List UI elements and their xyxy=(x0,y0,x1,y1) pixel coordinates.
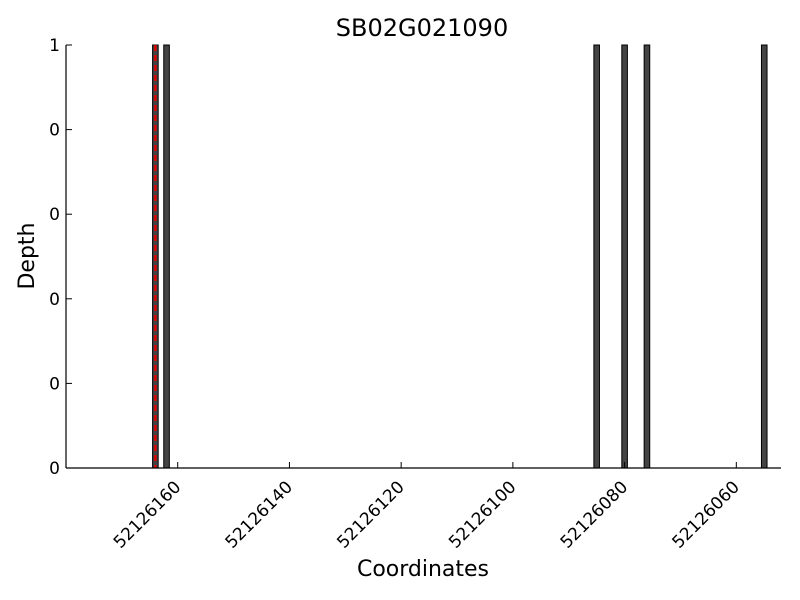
bars-layer xyxy=(152,44,768,469)
y-tick-label: 1 xyxy=(49,36,60,56)
depth-bar-3 xyxy=(621,44,628,469)
x-tick-label: 52126160 xyxy=(110,477,185,552)
x-tick-label: 52126100 xyxy=(445,477,520,552)
x-ticks: 52126160 52126140 52126120 52126100 52126080… xyxy=(110,462,744,553)
depth-bar-1 xyxy=(163,44,170,469)
y-tick-label: 0 xyxy=(49,459,60,479)
chart-title: SB02G021090 xyxy=(336,14,508,42)
y-axis-label: Depth xyxy=(15,222,40,289)
depth-bar-2 xyxy=(593,44,600,469)
depth-bar-5 xyxy=(760,44,768,469)
y-tick-label: 0 xyxy=(49,374,60,394)
y-tick-label: 0 xyxy=(49,121,60,141)
y-tick-label: 0 xyxy=(49,290,60,310)
y-tick-label: 0 xyxy=(49,205,60,225)
x-axis-label: Coordinates xyxy=(357,557,489,582)
x-tick-label: 52126060 xyxy=(669,477,744,552)
y-ticks: 0 0 0 0 0 1 xyxy=(49,36,72,479)
depth-bar-4 xyxy=(643,44,651,469)
x-tick-label: 52126080 xyxy=(557,477,632,552)
x-tick-label: 52126120 xyxy=(333,477,408,552)
x-tick-label: 52126140 xyxy=(222,477,297,552)
axes-layer xyxy=(65,45,781,469)
